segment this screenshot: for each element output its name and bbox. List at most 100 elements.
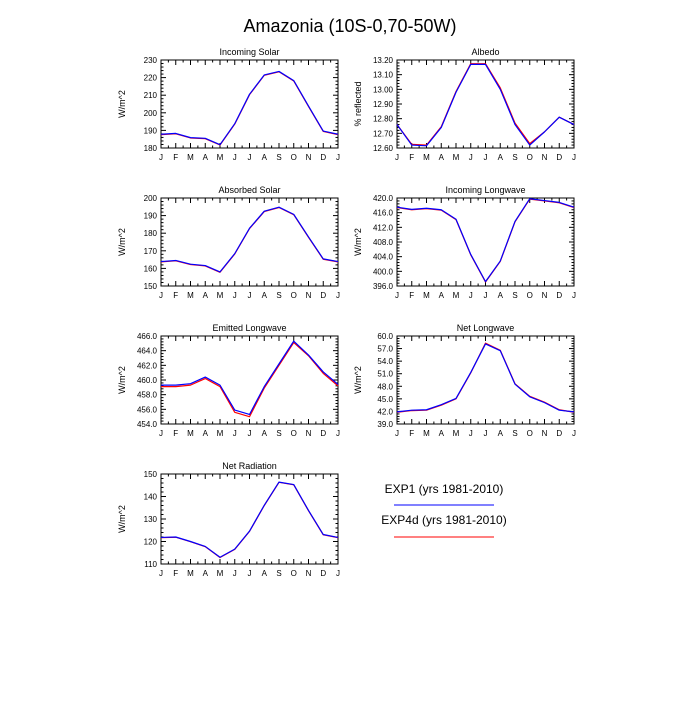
y-tick-label: 190: [144, 212, 158, 221]
y-tick-label: 150: [144, 282, 158, 291]
x-tick-label: J: [469, 153, 473, 162]
y-tick-label: 42.0: [377, 407, 393, 416]
page-title: Amazonia (10S-0,70-50W): [243, 16, 456, 36]
y-tick-label: 13.20: [373, 56, 394, 65]
x-tick-label: N: [306, 153, 312, 162]
y-axis-label: W/m^2: [117, 228, 127, 256]
x-tick-label: A: [262, 429, 268, 438]
x-tick-label: A: [439, 291, 445, 300]
y-tick-label: 12.90: [373, 100, 394, 109]
y-tick-label: 51.0: [377, 370, 393, 379]
x-tick-label: F: [409, 291, 414, 300]
x-tick-label: J: [248, 429, 252, 438]
chart-title: Net Longwave: [457, 323, 515, 333]
legend-label-exp4d: EXP4d (yrs 1981-2010): [381, 513, 506, 527]
x-tick-label: N: [542, 291, 548, 300]
x-tick-label: O: [291, 291, 297, 300]
y-tick-label: 160: [144, 264, 158, 273]
y-axis-label: W/m^2: [353, 228, 363, 256]
x-tick-label: S: [512, 291, 517, 300]
plot-frame: [396, 59, 575, 149]
x-tick-label: J: [572, 291, 576, 300]
x-tick-label: J: [469, 291, 473, 300]
x-tick-label: A: [498, 153, 504, 162]
y-tick-label: 458.0: [137, 391, 158, 400]
x-tick-label: A: [262, 153, 268, 162]
legend: EXP1 (yrs 1981-2010) EXP4d (yrs 1981-201…: [381, 482, 507, 538]
y-tick-label: 454.0: [137, 420, 158, 429]
y-tick-label: 57.0: [377, 345, 393, 354]
x-tick-label: J: [336, 153, 340, 162]
x-tick-label: J: [572, 153, 576, 162]
x-tick-label: A: [262, 291, 268, 300]
y-axis-label: W/m^2: [117, 505, 127, 533]
x-tick-label: D: [556, 153, 562, 162]
x-tick-label: J: [233, 153, 237, 162]
y-tick-label: 210: [144, 91, 158, 100]
y-tick-label: 396.0: [373, 282, 394, 291]
series-line-exp4d: [160, 71, 339, 146]
x-tick-label: D: [556, 429, 562, 438]
x-tick-label: J: [159, 153, 163, 162]
y-tick-label: 200: [144, 109, 158, 118]
x-tick-label: M: [217, 153, 224, 162]
plot-frame: [160, 473, 339, 565]
y-axis-label: % reflected: [353, 81, 363, 126]
y-tick-label: 13.10: [373, 71, 394, 80]
series-line-exp4d: [161, 342, 339, 418]
y-tick-label: 13.00: [373, 85, 394, 94]
y-tick-label: 230: [144, 56, 158, 65]
y-axis-label: W/m^2: [117, 90, 127, 118]
x-tick-label: N: [306, 569, 312, 578]
x-tick-label: J: [159, 569, 163, 578]
x-tick-label: O: [291, 429, 297, 438]
y-tick-label: 45.0: [377, 395, 393, 404]
chart-title: Albedo: [471, 47, 499, 57]
x-tick-label: F: [173, 291, 178, 300]
y-tick-label: 416.0: [373, 209, 394, 218]
x-tick-label: J: [336, 429, 340, 438]
chart-title: Incoming Longwave: [445, 185, 525, 195]
x-tick-label: A: [498, 291, 504, 300]
series-line-exp4d: [396, 63, 575, 146]
x-tick-label: F: [409, 429, 414, 438]
y-tick-label: 140: [144, 493, 158, 502]
x-tick-label: J: [395, 429, 399, 438]
x-tick-label: M: [217, 569, 224, 578]
x-tick-label: A: [439, 429, 445, 438]
x-tick-label: M: [423, 153, 430, 162]
x-tick-label: J: [159, 291, 163, 300]
x-tick-label: D: [320, 429, 326, 438]
x-tick-label: N: [306, 291, 312, 300]
x-tick-label: A: [203, 153, 209, 162]
x-tick-label: S: [512, 153, 517, 162]
x-tick-label: D: [556, 291, 562, 300]
x-tick-label: O: [291, 153, 297, 162]
plot-frame: [396, 197, 575, 287]
y-tick-label: 456.0: [137, 405, 158, 414]
x-tick-label: O: [527, 153, 533, 162]
series-line-exp1: [396, 63, 575, 147]
y-tick-label: 150: [144, 470, 158, 479]
x-tick-label: J: [572, 429, 576, 438]
y-axis-label: W/m^2: [117, 366, 127, 394]
x-tick-label: A: [203, 429, 209, 438]
x-tick-label: S: [276, 429, 281, 438]
x-tick-label: J: [248, 569, 252, 578]
x-tick-label: M: [423, 429, 430, 438]
series-line-exp1: [396, 198, 575, 283]
x-tick-label: M: [187, 153, 194, 162]
y-tick-label: 190: [144, 126, 158, 135]
x-tick-label: S: [276, 153, 281, 162]
x-tick-label: N: [542, 429, 548, 438]
x-tick-label: J: [469, 429, 473, 438]
y-tick-label: 466.0: [137, 332, 158, 341]
x-tick-label: M: [217, 291, 224, 300]
y-tick-label: 120: [144, 538, 158, 547]
x-tick-label: A: [439, 153, 445, 162]
